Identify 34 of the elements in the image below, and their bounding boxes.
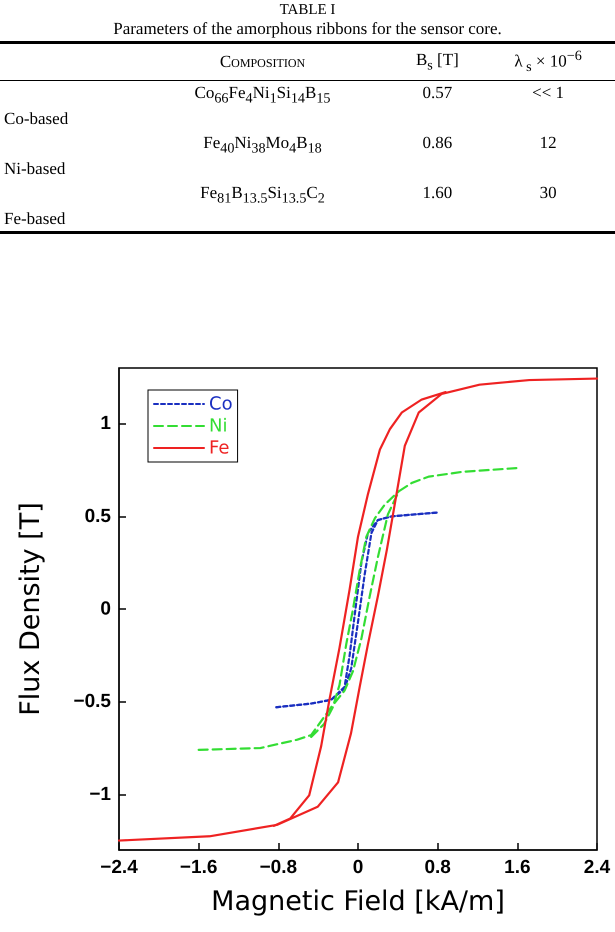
- y-tick-label: 1: [100, 413, 112, 434]
- category-label: Composition: [131, 42, 394, 81]
- x-tick-label: −2.4: [100, 857, 138, 878]
- x-tick-label: −1.6: [180, 857, 218, 878]
- legend-label: Ni: [209, 416, 228, 436]
- text: 0.57: [422, 83, 452, 102]
- text: 12: [540, 133, 557, 152]
- y-tick-label: 0.5: [84, 506, 112, 527]
- y-tick-label: −1: [89, 784, 112, 805]
- category-label: λ $_{s}$ × 10$^{−6}$: [481, 42, 615, 81]
- x-tick-label: 2.4: [584, 857, 611, 878]
- text: 1.60: [422, 183, 452, 202]
- text: Fe$_{81}$B$_{13.5}$Si$_{13.5}$C$_{2}$: [200, 183, 325, 206]
- category-label: B$_{s}$ [T]: [394, 42, 482, 81]
- category-label: Co-based: [4, 109, 68, 128]
- y-tick-label: 0: [100, 598, 111, 620]
- x-tick-label: 0.8: [424, 857, 451, 878]
- text: Parameters of the amorphous ribbons for the sensor core.: [112, 19, 503, 39]
- y-tick-label: −0.5: [73, 691, 112, 712]
- text: TABLE I: [278, 2, 336, 19]
- legend-label: Co: [209, 394, 233, 414]
- x-tick-label: 0: [352, 857, 364, 878]
- text: Fe$_{40}$Ni$_{38}$Mo$_{4}$B$_{18}$: [203, 133, 322, 156]
- x-tick-label: −0.8: [260, 857, 298, 878]
- y-axis-title: Flux Density [T]: [15, 502, 46, 716]
- text: 0.86: [422, 133, 452, 152]
- text: 30: [540, 183, 557, 202]
- category-label: Ni-based: [4, 159, 66, 178]
- x-axis-title: Magnetic Field [kA/m]: [211, 886, 505, 917]
- legend-label: Fe: [209, 438, 230, 458]
- category-label: Fe-based: [4, 209, 66, 228]
- x-tick-label: 1.6: [504, 857, 531, 878]
- text: << 1: [532, 83, 564, 102]
- text: Co$_{66}$Fe$_{4}$Ni$_{1}$Si$_{14}$B$_{15}$: [194, 83, 330, 106]
